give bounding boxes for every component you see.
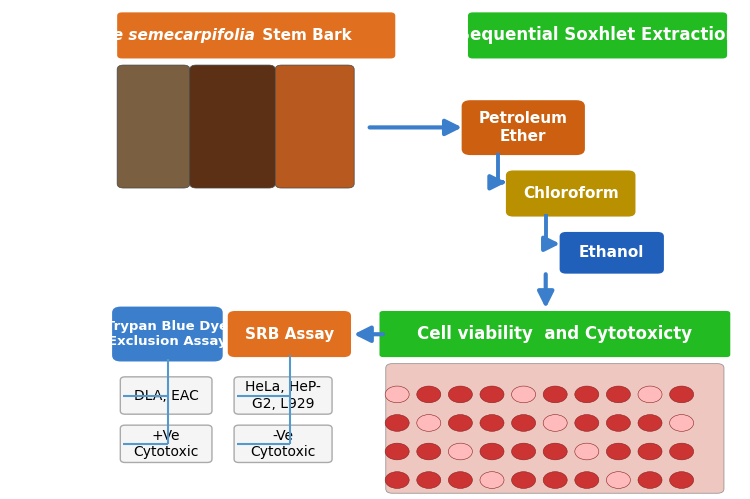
FancyBboxPatch shape <box>234 377 332 414</box>
FancyBboxPatch shape <box>560 232 664 273</box>
Text: Ethanol: Ethanol <box>579 246 644 260</box>
Circle shape <box>512 415 536 431</box>
Circle shape <box>417 443 441 460</box>
Circle shape <box>670 443 694 460</box>
Circle shape <box>670 415 694 431</box>
Circle shape <box>638 472 662 489</box>
Text: Chloroform: Chloroform <box>523 186 619 201</box>
Circle shape <box>543 415 567 431</box>
Text: Stem Bark: Stem Bark <box>257 28 352 43</box>
FancyBboxPatch shape <box>275 65 354 188</box>
Circle shape <box>512 443 536 460</box>
Circle shape <box>543 443 567 460</box>
Circle shape <box>638 443 662 460</box>
FancyBboxPatch shape <box>506 171 635 217</box>
FancyBboxPatch shape <box>234 425 332 463</box>
Text: -Ve
Cytotoxic: -Ve Cytotoxic <box>251 429 316 459</box>
Circle shape <box>607 415 631 431</box>
FancyBboxPatch shape <box>228 311 351 357</box>
Text: Petroleum
Ether: Petroleum Ether <box>478 111 568 144</box>
Circle shape <box>480 386 504 403</box>
Circle shape <box>512 472 536 489</box>
Circle shape <box>512 386 536 403</box>
FancyBboxPatch shape <box>468 12 728 58</box>
Circle shape <box>543 386 567 403</box>
Circle shape <box>480 472 504 489</box>
FancyBboxPatch shape <box>190 65 275 188</box>
FancyBboxPatch shape <box>112 306 223 361</box>
Circle shape <box>574 443 598 460</box>
Circle shape <box>417 415 441 431</box>
Text: HeLa, HeP-
G2, L929: HeLa, HeP- G2, L929 <box>245 380 321 411</box>
Circle shape <box>386 415 410 431</box>
Circle shape <box>574 472 598 489</box>
FancyBboxPatch shape <box>386 364 724 493</box>
FancyBboxPatch shape <box>380 311 730 357</box>
FancyBboxPatch shape <box>120 377 212 414</box>
Circle shape <box>386 472 410 489</box>
Circle shape <box>607 472 631 489</box>
Circle shape <box>417 386 441 403</box>
Text: +Ve
Cytotoxic: +Ve Cytotoxic <box>134 429 199 459</box>
Text: SRB Assay: SRB Assay <box>244 326 334 341</box>
Text: DLA, EAC: DLA, EAC <box>134 389 199 403</box>
Text: Cell viability  and Cytotoxicty: Cell viability and Cytotoxicty <box>417 325 692 343</box>
Circle shape <box>607 443 631 460</box>
FancyBboxPatch shape <box>120 425 212 463</box>
Circle shape <box>417 472 441 489</box>
Circle shape <box>670 472 694 489</box>
Circle shape <box>448 443 472 460</box>
Circle shape <box>607 386 631 403</box>
Circle shape <box>386 443 410 460</box>
FancyBboxPatch shape <box>462 100 585 155</box>
Circle shape <box>670 386 694 403</box>
FancyBboxPatch shape <box>117 65 190 188</box>
Circle shape <box>574 386 598 403</box>
Circle shape <box>448 386 472 403</box>
Text: Alseodaphne semecarpifolia: Alseodaphne semecarpifolia <box>13 28 256 43</box>
Text: Trypan Blue Dye
Exclusion Assay: Trypan Blue Dye Exclusion Assay <box>106 320 229 348</box>
Circle shape <box>543 472 567 489</box>
Circle shape <box>480 415 504 431</box>
Circle shape <box>448 415 472 431</box>
Circle shape <box>448 472 472 489</box>
Circle shape <box>574 415 598 431</box>
FancyBboxPatch shape <box>117 12 395 58</box>
Circle shape <box>480 443 504 460</box>
Circle shape <box>638 415 662 431</box>
Text: Sequential Soxhlet Extraction: Sequential Soxhlet Extraction <box>458 26 737 44</box>
Circle shape <box>386 386 410 403</box>
Circle shape <box>638 386 662 403</box>
